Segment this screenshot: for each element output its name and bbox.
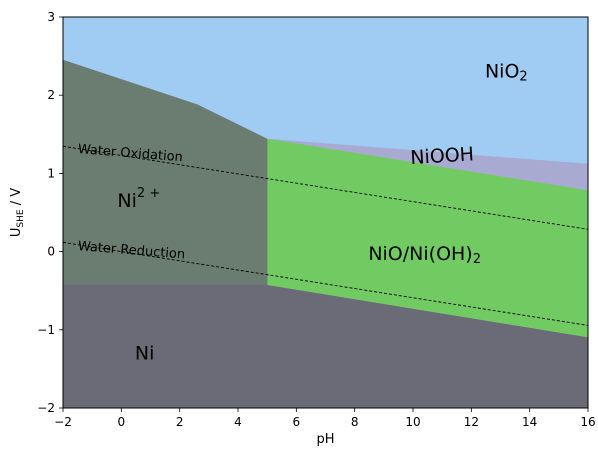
plot-frame (62, 16, 589, 409)
region-label-nio-ni-oh-2: NiO/Ni(OH)2 (368, 242, 481, 266)
region-label-ni2: Ni2 + (117, 185, 160, 211)
line-water-reduction (62, 241, 589, 326)
y-axis: −2 −1 0 1 2 3 (37, 10, 63, 415)
x-tick-label: 4 (234, 415, 242, 429)
y-tick-label: −2 (37, 401, 55, 415)
y-tick-label: −1 (37, 323, 55, 337)
x-tick-label: 10 (405, 415, 420, 429)
region-label-layer: NiO2 NiOOH NiO/Ni(OH)2 Ni2 + Ni (117, 60, 527, 364)
x-axis: −2 0 2 4 6 8 10 12 14 16 (54, 408, 596, 429)
region-label-ni: Ni (135, 342, 155, 364)
x-tick-label: 8 (351, 415, 359, 429)
y-axis-title: USHE / V (9, 188, 26, 237)
region-layer (62, 16, 589, 409)
x-tick-label: 12 (464, 415, 479, 429)
y-tick-label: 1 (47, 166, 55, 180)
region-label-nio2: NiO2 (485, 60, 528, 84)
x-tick-label: 6 (293, 415, 301, 429)
x-tick-label: 0 (118, 415, 126, 429)
x-tick-label: 16 (580, 415, 595, 429)
line-water-oxidation (62, 145, 589, 230)
y-tick-label: 0 (47, 245, 55, 259)
region-label-niooh: NiOOH (410, 143, 475, 169)
x-tick-label: −2 (54, 415, 72, 429)
y-tick-label: 3 (47, 10, 55, 24)
x-axis-title: pH (316, 432, 334, 447)
x-tick-label: 2 (176, 415, 184, 429)
y-tick-label: 2 (47, 88, 55, 102)
x-tick-label: 14 (522, 415, 537, 429)
